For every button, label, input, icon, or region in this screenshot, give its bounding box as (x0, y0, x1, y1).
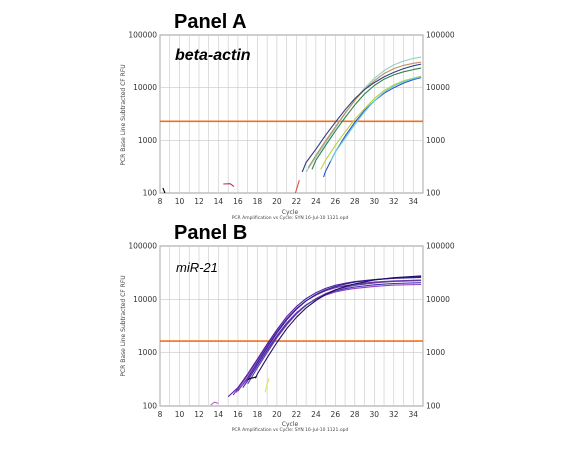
panel-a-x-tick-label: 34 (408, 197, 418, 206)
panel-a-x-tick-label: 26 (331, 197, 341, 206)
panel-b-y-tick-label-left: 1000 (138, 348, 157, 357)
panel-b-plot-area (159, 245, 424, 407)
panel-a-footer: PCR Amplification vs Cycle: SYN 16-Jul-1… (232, 215, 349, 221)
panel-b-x-tick-label: 32 (389, 410, 399, 419)
panel-b-x-tick-label: 26 (331, 410, 341, 419)
panel-a-grid (159, 34, 424, 194)
panel-b-x-ticks: 8 10 12 14 16 18 20 22 24 26 28 30 32 34 (158, 410, 419, 419)
panel-a-gene-label: beta-actin (175, 47, 251, 64)
panel-a: Panel A PCR Base Line Subtracted CF RFU … (120, 11, 455, 221)
panel-a-y-tick-label-right: 1000 (426, 136, 445, 145)
panel-a-series-line-8 (294, 180, 300, 194)
panel-a-x-tick-label: 10 (175, 197, 185, 206)
panel-b-grid (159, 245, 424, 407)
panel-b-y-tick-label-left: 100000 (128, 242, 157, 251)
panel-a-y-tick-label-right: 100 (426, 189, 441, 198)
panel-a-series-line-5 (320, 75, 422, 170)
panel-a-y-tick-label-left: 1000 (138, 136, 157, 145)
panel-a-series (162, 56, 422, 194)
panel-a-series-line-3 (301, 63, 422, 173)
panel-a-x-tick-label: 12 (194, 197, 204, 206)
panel-b-title: Panel B (174, 222, 247, 244)
panel-b-footer: PCR Amplification vs Cycle: SYN 16-Jul-1… (232, 427, 349, 433)
panel-b-series-line-7 (254, 275, 422, 379)
panel-a-series-line-10 (162, 187, 166, 194)
panel-b-series-line-10 (247, 376, 257, 381)
panel-a-series-line-4 (311, 67, 422, 170)
panel-b-x-tick-label: 34 (408, 410, 418, 419)
panel-a-y-tick-label-right: 100000 (426, 31, 455, 40)
panel-b-x-tick-label: 28 (350, 410, 360, 419)
panel-b-gene-label: miR-21 (176, 260, 218, 275)
panel-b-x-axis-label: Cycle (282, 421, 299, 428)
panel-a-x-tick-label: 8 (158, 197, 163, 206)
panel-b-x-tick-label: 12 (194, 410, 204, 419)
panel-b-series-line-9 (210, 401, 219, 406)
panel-b-series-line-3 (237, 276, 422, 392)
panel-b-y-tick-label-left: 100 (143, 402, 158, 411)
panel-a-x-tick-label: 18 (253, 197, 263, 206)
panel-a-x-ticks: 8 10 12 14 16 18 20 22 24 26 28 30 32 34 (158, 197, 419, 206)
panel-a-x-tick-label: 14 (214, 197, 224, 206)
panel-a-plot-area (159, 34, 424, 194)
panel-a-x-tick-label: 28 (350, 197, 360, 206)
panel-b-series-line-6 (247, 280, 422, 385)
panel-a-x-tick-label: 20 (272, 197, 282, 206)
panel-b-x-tick-label: 8 (158, 410, 163, 419)
panel-b-y-tick-label-right: 10000 (426, 295, 450, 304)
panel-b-series-line-8 (264, 378, 270, 393)
panel-a-series-line-7 (330, 76, 422, 162)
panel-a-y-tick-label-left: 10000 (133, 83, 157, 92)
panel-a-y-tick-label-right: 10000 (426, 83, 450, 92)
panel-a-series-line-1 (305, 56, 422, 173)
panel-b-x-tick-label: 20 (272, 410, 282, 419)
panel-b-y-tick-label-left: 10000 (133, 295, 157, 304)
panel-b-x-tick-label: 10 (175, 410, 185, 419)
panel-a-x-axis-label: Cycle (282, 209, 299, 216)
panel-a-series-line-9 (223, 183, 235, 188)
panel-b-y-tick-label-right: 100 (426, 402, 441, 411)
panel-a-x-tick-label: 30 (370, 197, 380, 206)
panel-a-x-tick-label: 16 (233, 197, 243, 206)
panel-b-y-ticks: 100 100 1000 1000 10000 10000 100000 100000 (128, 242, 454, 411)
panel-a-y-ticks: 100 100 1000 1000 10000 10000 100000 100000 (128, 31, 454, 198)
panel-a-x-tick-label: 24 (311, 197, 321, 206)
panel-a-y-tick-label-left: 100000 (128, 31, 157, 40)
panel-a-x-tick-label: 22 (292, 197, 302, 206)
panel-a-x-tick-label: 32 (389, 197, 399, 206)
panel-a-y-tick-label-left: 100 (143, 189, 158, 198)
panel-b-y-tick-label-right: 1000 (426, 348, 445, 357)
panel-b-y-axis-label: PCR Base Line Subtracted CF RFU (120, 275, 127, 376)
panel-b-y-tick-label-right: 100000 (426, 242, 455, 251)
panel-b-x-tick-label: 18 (253, 410, 263, 419)
panel-b-x-tick-label: 16 (233, 410, 243, 419)
panel-b-x-tick-label: 30 (370, 410, 380, 419)
panel-b-x-tick-label: 22 (292, 410, 302, 419)
panel-b: Panel B PCR Base Line Subtracted CF RFU … (120, 222, 455, 433)
panel-b-x-tick-label: 14 (214, 410, 224, 419)
panel-a-title: Panel A (174, 11, 247, 33)
panel-b-series (210, 275, 422, 406)
panel-b-x-tick-label: 24 (311, 410, 321, 419)
panel-a-y-axis-label: PCR Base Line Subtracted CF RFU (120, 64, 127, 165)
